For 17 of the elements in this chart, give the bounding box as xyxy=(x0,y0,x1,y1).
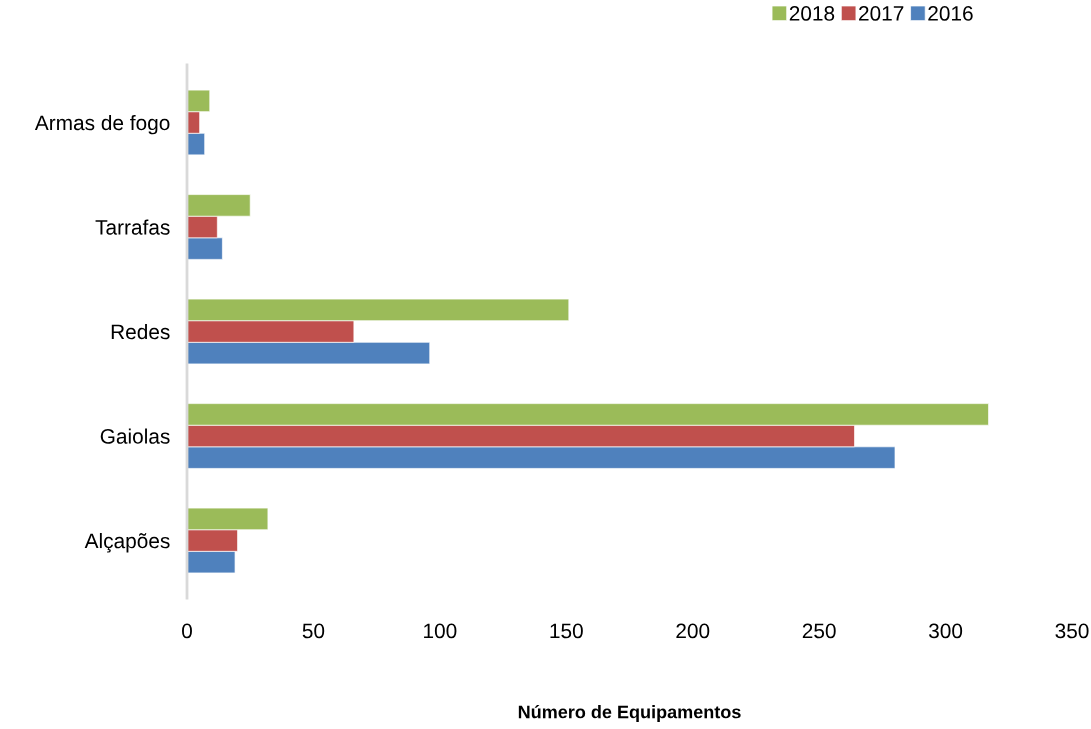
legend-label: 2016 xyxy=(928,6,973,21)
legend-label: 2017 xyxy=(859,6,904,21)
y-tick-label: Alçapões xyxy=(84,532,170,553)
x-tick-label: 350 xyxy=(1055,623,1089,639)
y-tick-label: Tarrafas xyxy=(95,219,170,235)
x-tick-label: 150 xyxy=(550,623,583,639)
x-tick-label: 100 xyxy=(424,623,457,639)
legend-label: 2018 xyxy=(789,6,835,21)
y-tick-label: Redes xyxy=(111,323,170,340)
x-axis-title: Número de Equipamentos xyxy=(518,704,741,722)
x-tick-label: 0 xyxy=(182,623,192,639)
x-tick-label: 200 xyxy=(676,623,710,639)
x-tick-label: 250 xyxy=(802,623,836,639)
y-tick-label: Armas de fogo xyxy=(34,114,170,135)
x-tick-label: 300 xyxy=(928,623,963,639)
x-tick-label: 50 xyxy=(302,623,325,639)
y-tick-label: Gaiolas xyxy=(100,428,170,444)
